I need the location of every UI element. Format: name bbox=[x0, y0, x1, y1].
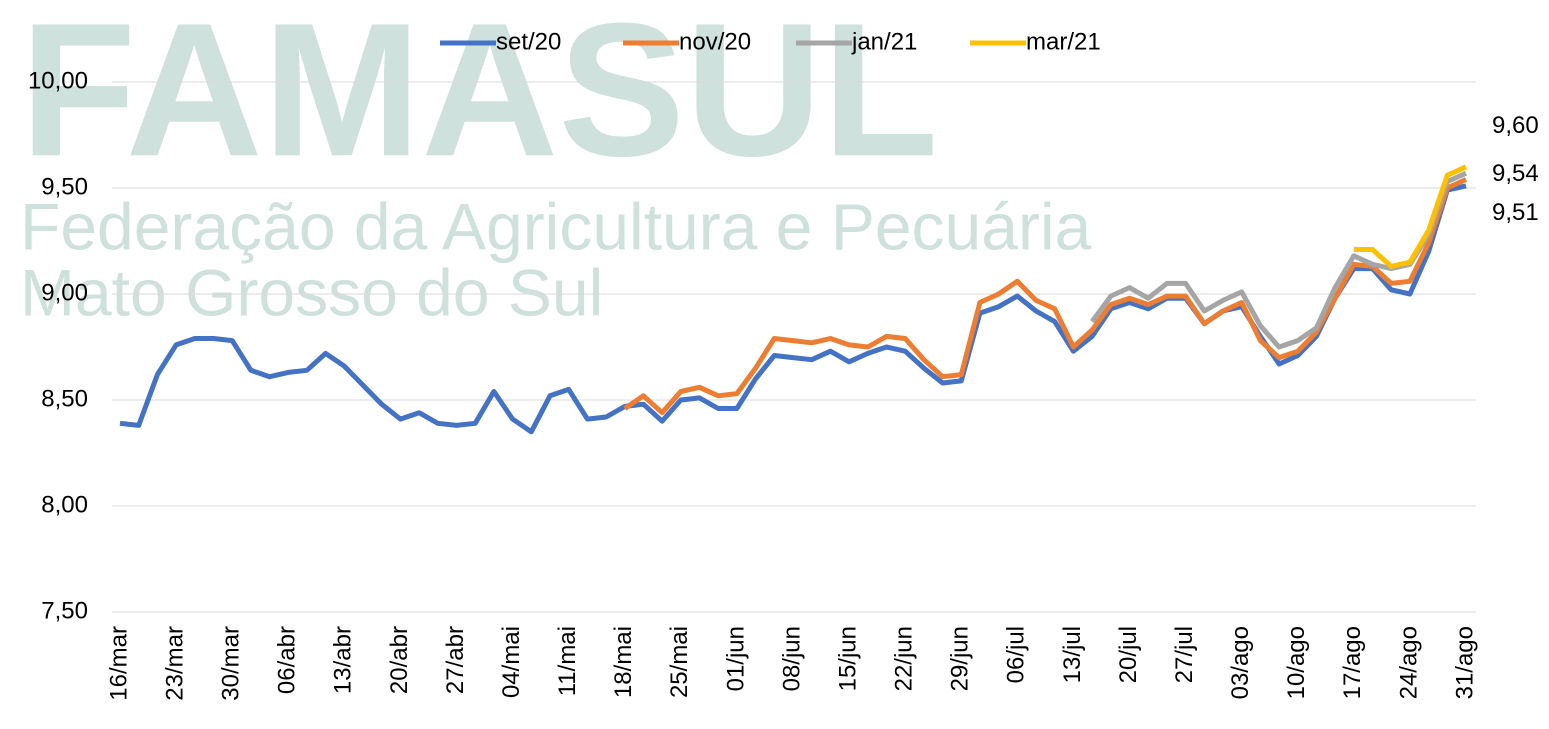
y-tick-label: 7,50 bbox=[41, 597, 88, 624]
x-tick-label: 11/mai bbox=[554, 626, 581, 696]
x-tick-label: 04/mai bbox=[498, 626, 525, 698]
watermark-line: Federação da Agricultura e Pecuária bbox=[20, 189, 1092, 263]
x-tick-label: 10/ago bbox=[1283, 626, 1310, 699]
y-tick-label: 9,50 bbox=[41, 173, 88, 200]
x-tick-label: 01/jun bbox=[722, 626, 749, 691]
data-label: 9,60 bbox=[1492, 112, 1539, 139]
x-tick-label: 24/ago bbox=[1395, 626, 1422, 699]
y-tick-label: 8,50 bbox=[41, 385, 88, 412]
legend-label: jan/21 bbox=[851, 28, 917, 55]
x-tick-label: 06/jul bbox=[1003, 626, 1030, 683]
legend-label: mar/21 bbox=[1026, 28, 1101, 55]
x-tick-label: 13/jul bbox=[1059, 626, 1086, 683]
watermark-title: FAMASUL bbox=[20, 0, 938, 196]
x-tick-label: 30/mar bbox=[218, 626, 245, 701]
y-tick-label: 10,00 bbox=[28, 67, 88, 94]
series-line bbox=[623, 177, 1468, 416]
x-tick-label: 15/jun bbox=[834, 626, 861, 691]
legend-label: nov/20 bbox=[679, 28, 751, 55]
x-tick-label: 23/mar bbox=[161, 626, 188, 701]
x-tick-label: 13/abr bbox=[330, 626, 357, 694]
x-tick-label: 20/abr bbox=[386, 626, 413, 694]
data-label: 9,51 bbox=[1492, 199, 1539, 226]
x-tick-label: 22/jun bbox=[891, 626, 918, 691]
x-tick-label: 27/jul bbox=[1171, 626, 1198, 683]
data-label: 9,54 bbox=[1492, 160, 1539, 187]
x-tick-label: 20/jul bbox=[1115, 626, 1142, 683]
watermark-line: Mato Grosso do Sul bbox=[20, 255, 603, 329]
legend-label: set/20 bbox=[496, 28, 561, 55]
x-tick-label: 25/mai bbox=[666, 626, 693, 698]
series-line bbox=[1353, 164, 1468, 269]
x-tick-label: 31/ago bbox=[1451, 626, 1478, 699]
x-tick-label: 08/jun bbox=[778, 626, 805, 691]
x-tick-label: 29/jun bbox=[947, 626, 974, 691]
x-tick-label: 17/ago bbox=[1339, 626, 1366, 699]
x-tick-label: 18/mai bbox=[610, 626, 637, 698]
x-tick-label: 03/ago bbox=[1227, 626, 1254, 699]
y-tick-label: 8,00 bbox=[41, 491, 88, 518]
x-tick-label: 27/abr bbox=[442, 626, 469, 694]
y-tick-label: 9,00 bbox=[41, 279, 88, 306]
x-tick-label: 16/mar bbox=[105, 626, 132, 701]
x-tick-label: 06/abr bbox=[274, 626, 301, 694]
